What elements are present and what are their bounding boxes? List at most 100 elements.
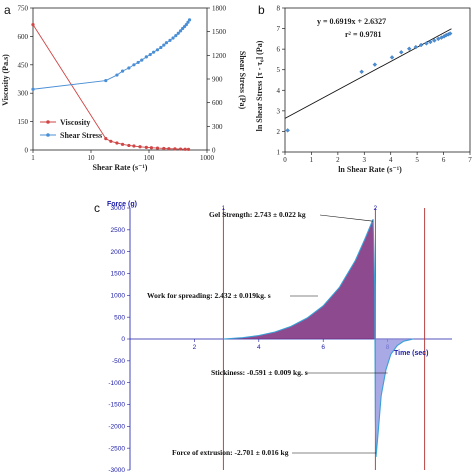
x-tick-label: 2: [193, 344, 197, 351]
x-tick-label: 1: [31, 154, 35, 162]
y-left-tick-label: 450: [18, 61, 29, 69]
shear-stress-point: [174, 34, 178, 38]
shear-stress-point: [155, 48, 160, 52]
y-tick-label: 1000: [111, 293, 126, 300]
data-point: [285, 128, 290, 133]
y-right-tick-label: 1500: [212, 28, 227, 36]
viscosity-point: [167, 147, 171, 151]
x-tick-label: 1: [310, 156, 314, 164]
shear-stress-point: [151, 50, 156, 54]
viscosity-point: [186, 147, 191, 151]
x-tick-label: 10: [88, 154, 96, 162]
y-tick-label: -2500: [108, 445, 125, 452]
shear-stress-point: [184, 22, 188, 27]
y-tick-label: -1500: [108, 402, 125, 409]
viscosity-point: [162, 146, 166, 151]
stickiness-area: [374, 339, 414, 457]
legend-shear-stress-label: Shear Stress: [60, 131, 102, 140]
y-tick-label: -1000: [108, 380, 125, 387]
panel-b-x-axis-label: ln Shear Rate (s⁻¹): [338, 165, 402, 174]
shear-stress-point: [31, 87, 35, 91]
panel-a-series-marks: [31, 18, 192, 151]
shear-stress-point: [148, 52, 152, 57]
shear-stress-point: [178, 29, 183, 33]
x-tick-label: 3: [363, 156, 367, 164]
x-tick-label: 4: [389, 156, 393, 164]
y-tick-label: 6: [277, 46, 281, 54]
y-tick-label: -500: [112, 358, 125, 365]
viscosity-point: [178, 147, 183, 151]
panel-a-legend: Viscosity Shear Stress: [40, 118, 102, 140]
y-tick-label: -2000: [108, 424, 125, 431]
y-tick-label: 3000: [111, 205, 126, 212]
data-point: [389, 55, 395, 60]
panel-b-plot-frame: [284, 7, 471, 153]
y-tick-label: 0: [121, 336, 125, 343]
annotation-force-of-extrusion: Force of extrusion: -2.701 ± 0.016 kg: [172, 448, 289, 457]
data-point: [372, 62, 378, 67]
viscosity-point: [109, 139, 113, 143]
shear-stress-point: [187, 18, 192, 22]
shear-stress-point: [162, 43, 166, 47]
shear-stress-point: [168, 38, 172, 42]
x-tick-label: 6: [442, 156, 446, 164]
data-point: [447, 31, 453, 36]
data-point: [418, 42, 424, 48]
panel-a-viscosity-shear-stress-chart: a 1 10 100 10000150300450600750030060090012…: [1, 3, 247, 172]
y-tick-label: 3: [277, 107, 281, 115]
panel-b-fit-equation: y = 0.6919x + 2.6327: [317, 17, 386, 26]
y-tick-label: 1: [277, 149, 281, 157]
panel-c-label: c: [94, 201, 100, 215]
x-tick-label: 5: [415, 156, 419, 164]
y-tick-label: 5: [277, 66, 281, 74]
viscosity-point: [138, 145, 142, 149]
y-right-tick-label: 1800: [212, 5, 227, 13]
x-tick-label: 4: [257, 344, 261, 351]
x-tick-label: 6: [321, 344, 325, 351]
panel-c-force-curve: [223, 214, 414, 457]
y-tick-label: 8: [277, 5, 281, 13]
y-left-tick-label: 750: [18, 5, 29, 13]
data-point: [428, 39, 433, 45]
y-tick-label: 4: [277, 87, 281, 95]
annotation-stickiness: Stickiness: -0.591 ± 0.009 kg. s: [211, 368, 308, 377]
shear-stress-line: [32, 19, 190, 90]
marker-label-1: 1: [222, 205, 226, 212]
data-point: [413, 44, 419, 50]
data-point: [424, 41, 429, 46]
panel-a-tick-labels: 1 10 100 1000015030045060075003006009001200…: [18, 5, 227, 163]
x-tick-label: 100: [144, 154, 155, 162]
panel-a-y-right-axis-label: Shear Stress (Pa): [238, 51, 247, 110]
data-point: [407, 46, 412, 51]
panel-c-x-axis-label: Time (sec): [394, 350, 429, 357]
shear-stress-point: [181, 26, 185, 31]
viscosity-point: [31, 23, 35, 27]
panel-c-tick-labels: 2468300025002000150010005000-500-1000-15…: [108, 205, 389, 474]
x-tick-label: 1000: [200, 154, 215, 162]
annotation-work-for-spreading: Work for spreading: 2.432 ± 0.019kg. s: [147, 291, 271, 300]
viscosity-point: [132, 144, 136, 148]
y-left-tick-label: 0: [25, 147, 29, 155]
shear-stress-point: [159, 45, 163, 50]
shear-stress-point: [186, 20, 190, 24]
panel-a-plot-frame: [32, 7, 208, 151]
panel-a-y-left-axis-label: Viscosity (Pa.s): [1, 54, 10, 106]
y-tick-label: 2: [277, 128, 281, 136]
panel-b-y-axis-label: ln Shear Stress [τ - τ₀] (Pa): [255, 40, 264, 131]
marker-label-2: 2: [374, 205, 378, 212]
y-tick-label: 1500: [111, 271, 126, 278]
force-curve-line: [223, 219, 414, 457]
panel-b-label: b: [258, 3, 265, 17]
shear-stress-point: [140, 58, 144, 62]
y-tick-label: 7: [277, 25, 281, 33]
y-right-tick-label: 1200: [212, 52, 227, 60]
viscosity-point: [149, 146, 154, 150]
annotation-gel-strength: Gel Strength: 2.743 ± 0.022 kg: [209, 210, 306, 219]
y-right-tick-label: 900: [212, 76, 223, 84]
panel-a-x-axis-label: Shear Rate (s⁻¹): [93, 163, 148, 172]
shear-stress-point: [127, 66, 131, 70]
shear-stress-point: [144, 55, 148, 59]
panel-c-texture-profile-chart: c Force (g) 2468300025002000150010005000…: [94, 201, 452, 474]
shear-stress-point: [132, 63, 136, 67]
